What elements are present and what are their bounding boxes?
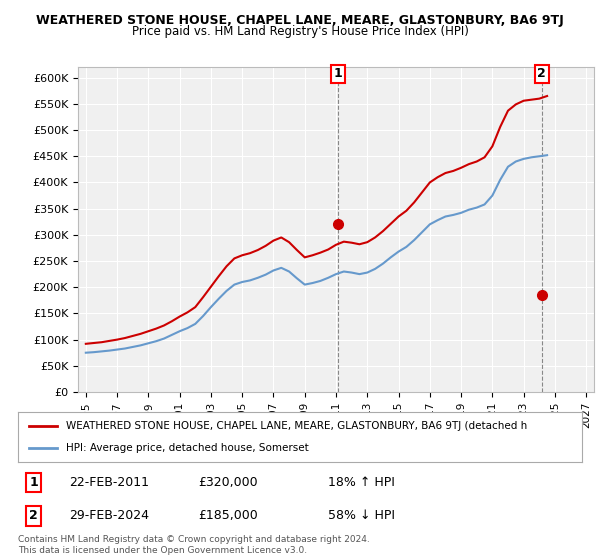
Text: 18% ↑ HPI: 18% ↑ HPI <box>328 476 395 489</box>
Text: Price paid vs. HM Land Registry's House Price Index (HPI): Price paid vs. HM Land Registry's House … <box>131 25 469 38</box>
Text: £185,000: £185,000 <box>199 510 258 522</box>
Text: 2: 2 <box>538 67 546 80</box>
Text: 2: 2 <box>29 510 38 522</box>
Text: 58% ↓ HPI: 58% ↓ HPI <box>328 510 395 522</box>
Text: This data is licensed under the Open Government Licence v3.0.: This data is licensed under the Open Gov… <box>18 546 307 555</box>
Text: 22-FEB-2011: 22-FEB-2011 <box>69 476 149 489</box>
Text: 1: 1 <box>334 67 343 80</box>
Text: HPI: Average price, detached house, Somerset: HPI: Average price, detached house, Some… <box>66 443 308 453</box>
Text: Contains HM Land Registry data © Crown copyright and database right 2024.: Contains HM Land Registry data © Crown c… <box>18 535 370 544</box>
Text: WEATHERED STONE HOUSE, CHAPEL LANE, MEARE, GLASTONBURY, BA6 9TJ (detached h: WEATHERED STONE HOUSE, CHAPEL LANE, MEAR… <box>66 421 527 431</box>
Text: 1: 1 <box>29 476 38 489</box>
Text: £320,000: £320,000 <box>199 476 258 489</box>
Text: 29-FEB-2024: 29-FEB-2024 <box>69 510 149 522</box>
Text: WEATHERED STONE HOUSE, CHAPEL LANE, MEARE, GLASTONBURY, BA6 9TJ: WEATHERED STONE HOUSE, CHAPEL LANE, MEAR… <box>36 14 564 27</box>
